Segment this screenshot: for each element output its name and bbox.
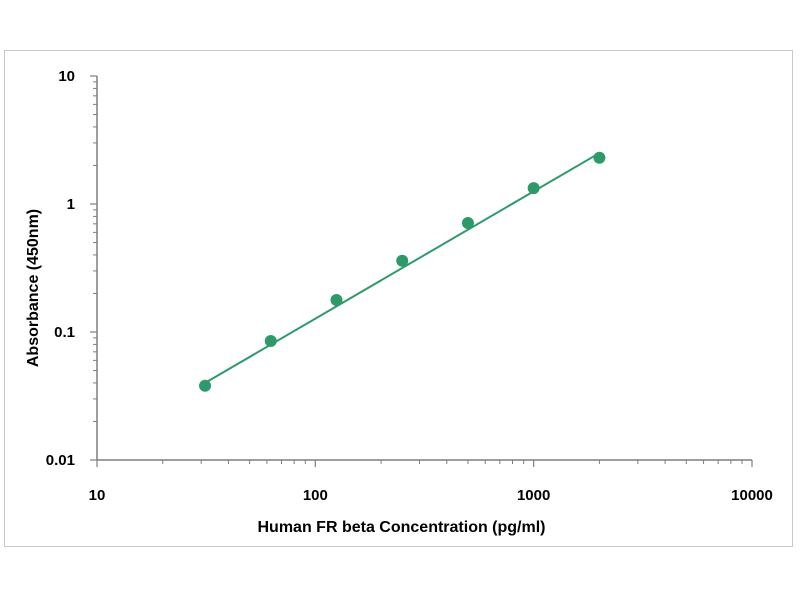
x-axis-title: Human FR beta Concentration (pg/ml) xyxy=(258,519,546,536)
data-point xyxy=(593,151,606,164)
y-tick-label: 10 xyxy=(58,68,75,85)
y-tick-label: 1 xyxy=(67,196,75,213)
chart-frame xyxy=(4,50,793,547)
data-point xyxy=(264,335,277,348)
x-tick-label: 10 xyxy=(89,487,106,504)
x-tick-label: 10000 xyxy=(731,487,773,504)
y-tick-label: 0.01 xyxy=(46,452,75,469)
data-point xyxy=(396,254,409,267)
data-point xyxy=(461,217,474,230)
data-point xyxy=(527,182,540,195)
fit-line xyxy=(204,152,600,384)
y-axis-title: Absorbance (450nm) xyxy=(25,209,42,367)
data-point xyxy=(199,379,212,392)
x-tick-label: 100 xyxy=(303,487,328,504)
y-tick-label: 0.1 xyxy=(54,324,75,341)
x-tick-label: 1000 xyxy=(517,487,550,504)
data-point xyxy=(330,293,343,306)
